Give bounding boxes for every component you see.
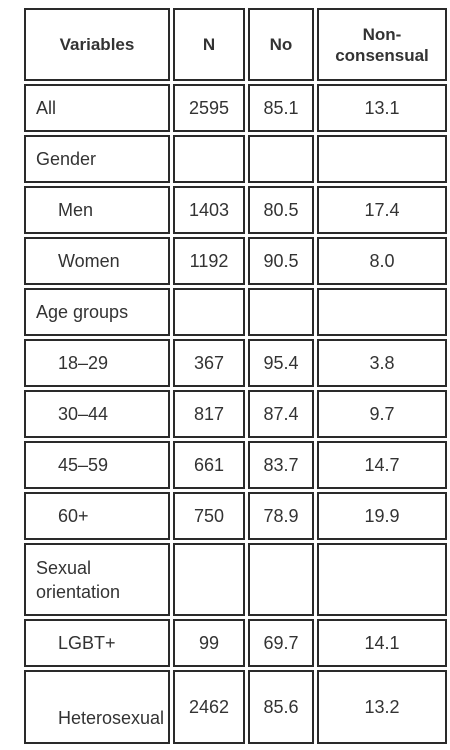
table-cell: 19.9 xyxy=(317,492,447,540)
header-cell: No xyxy=(248,8,314,81)
row-label: Women xyxy=(24,237,170,285)
table-row: Men 1403 80.5 17.4 xyxy=(24,186,450,234)
table-cell: 1403 xyxy=(173,186,245,234)
row-label: 30–44 xyxy=(24,390,170,438)
table-cell: 2595 xyxy=(173,84,245,132)
table-cell: 1192 xyxy=(173,237,245,285)
table-cell: 85.6 xyxy=(248,670,314,744)
table-cell xyxy=(317,543,447,616)
table-row: Sexual orientation xyxy=(24,543,450,616)
table-cell xyxy=(317,135,447,183)
row-label: Gender xyxy=(24,135,170,183)
row-label: 18–29 xyxy=(24,339,170,387)
table-cell: 95.4 xyxy=(248,339,314,387)
table-row: Age groups xyxy=(24,288,450,336)
table-cell: 750 xyxy=(173,492,245,540)
table-cell: 3.8 xyxy=(317,339,447,387)
table-cell: 817 xyxy=(173,390,245,438)
table-cell xyxy=(248,288,314,336)
table-cell xyxy=(317,288,447,336)
table-row: Gender xyxy=(24,135,450,183)
row-label: 60+ xyxy=(24,492,170,540)
table-cell: 83.7 xyxy=(248,441,314,489)
table-cell xyxy=(248,135,314,183)
header-cell: N xyxy=(173,8,245,81)
table-cell: 69.7 xyxy=(248,619,314,667)
row-label: All xyxy=(24,84,170,132)
header-cell: Variables xyxy=(24,8,170,81)
table-row: Heterosexual 2462 85.6 13.2 xyxy=(24,670,450,744)
row-label: Men xyxy=(24,186,170,234)
table-cell: 367 xyxy=(173,339,245,387)
table-cell xyxy=(248,543,314,616)
table-row: Women 1192 90.5 8.0 xyxy=(24,237,450,285)
table-cell xyxy=(173,288,245,336)
table-row: 60+ 750 78.9 19.9 xyxy=(24,492,450,540)
table-cell xyxy=(173,135,245,183)
table-cell: 13.1 xyxy=(317,84,447,132)
header-row: Variables N No Non-consensual xyxy=(24,8,450,81)
table-cell: 87.4 xyxy=(248,390,314,438)
table-cell: 90.5 xyxy=(248,237,314,285)
table-cell: 78.9 xyxy=(248,492,314,540)
header-cell: Non-consensual xyxy=(317,8,447,81)
table-cell: 2462 xyxy=(173,670,245,744)
row-label: 45–59 xyxy=(24,441,170,489)
table-cell: 9.7 xyxy=(317,390,447,438)
table-row: 18–29 367 95.4 3.8 xyxy=(24,339,450,387)
row-label: Age groups xyxy=(24,288,170,336)
table-cell: 99 xyxy=(173,619,245,667)
table-cell: 14.7 xyxy=(317,441,447,489)
table-cell: 14.1 xyxy=(317,619,447,667)
row-label: Heterosexual xyxy=(24,670,170,744)
table-cell xyxy=(173,543,245,616)
table-cell: 17.4 xyxy=(317,186,447,234)
row-label: LGBT+ xyxy=(24,619,170,667)
table-cell: 85.1 xyxy=(248,84,314,132)
table-row: 45–59 661 83.7 14.7 xyxy=(24,441,450,489)
table-cell: 13.2 xyxy=(317,670,447,744)
data-table: Variables N No Non-consensual All 2595 85.… xyxy=(21,5,450,747)
table-row: 30–44 817 87.4 9.7 xyxy=(24,390,450,438)
table-cell: 661 xyxy=(173,441,245,489)
table-row: LGBT+ 99 69.7 14.1 xyxy=(24,619,450,667)
table-cell: 80.5 xyxy=(248,186,314,234)
table-row: All 2595 85.1 13.1 xyxy=(24,84,450,132)
table-cell: 8.0 xyxy=(317,237,447,285)
row-label: Sexual orientation xyxy=(24,543,170,616)
